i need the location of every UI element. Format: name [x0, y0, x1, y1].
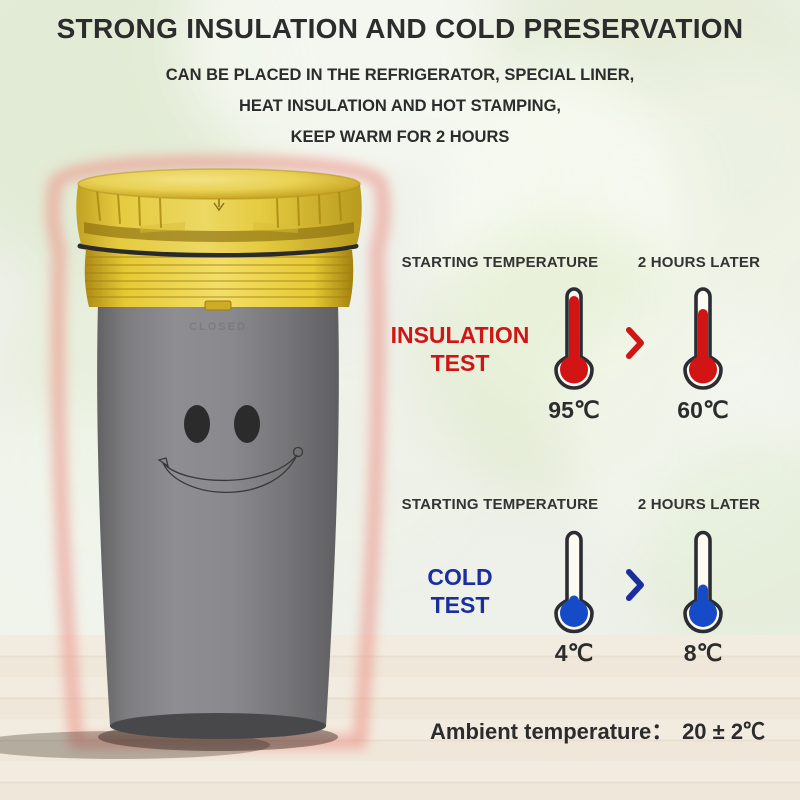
svg-text:TEST: TEST — [431, 350, 490, 376]
svg-text:TEST: TEST — [431, 592, 490, 618]
svg-text:60℃: 60℃ — [677, 397, 728, 423]
svg-text:4℃: 4℃ — [555, 640, 594, 666]
svg-text:2 HOURS LATER: 2 HOURS LATER — [638, 254, 760, 271]
svg-text:STARTING TEMPERATURE: STARTING TEMPERATURE — [402, 254, 599, 271]
svg-text:STARTING TEMPERATURE: STARTING TEMPERATURE — [402, 496, 599, 513]
svg-text:8℃: 8℃ — [684, 640, 723, 666]
svg-text:INSULATION: INSULATION — [391, 322, 530, 348]
svg-text:COLD: COLD — [427, 564, 492, 590]
svg-text:Ambient temperature： 20 ± 2℃: Ambient temperature： 20 ± 2℃ — [430, 719, 765, 744]
svg-text:2 HOURS LATER: 2 HOURS LATER — [638, 496, 760, 513]
svg-text:95℃: 95℃ — [548, 397, 599, 423]
